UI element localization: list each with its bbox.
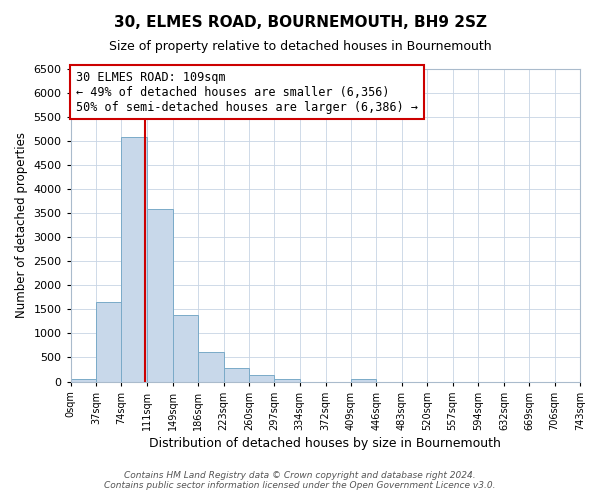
X-axis label: Distribution of detached houses by size in Bournemouth: Distribution of detached houses by size … [149, 437, 501, 450]
Bar [173, 314, 198, 382]
Text: 30 ELMES ROAD: 109sqm
← 49% of detached houses are smaller (6,356)
50% of semi-d: 30 ELMES ROAD: 109sqm ← 49% of detached … [76, 70, 418, 114]
Bar [147, 210, 173, 382]
Bar [198, 352, 224, 382]
Text: 30, ELMES ROAD, BOURNEMOUTH, BH9 2SZ: 30, ELMES ROAD, BOURNEMOUTH, BH9 2SZ [113, 15, 487, 30]
Bar [224, 368, 249, 382]
Bar [71, 379, 96, 382]
Bar [249, 375, 274, 382]
Bar [96, 302, 121, 382]
Y-axis label: Number of detached properties: Number of detached properties [15, 132, 28, 318]
Bar [274, 379, 299, 382]
Bar [121, 138, 147, 382]
Bar [351, 379, 376, 382]
Text: Contains HM Land Registry data © Crown copyright and database right 2024.
Contai: Contains HM Land Registry data © Crown c… [104, 470, 496, 490]
Text: Size of property relative to detached houses in Bournemouth: Size of property relative to detached ho… [109, 40, 491, 53]
